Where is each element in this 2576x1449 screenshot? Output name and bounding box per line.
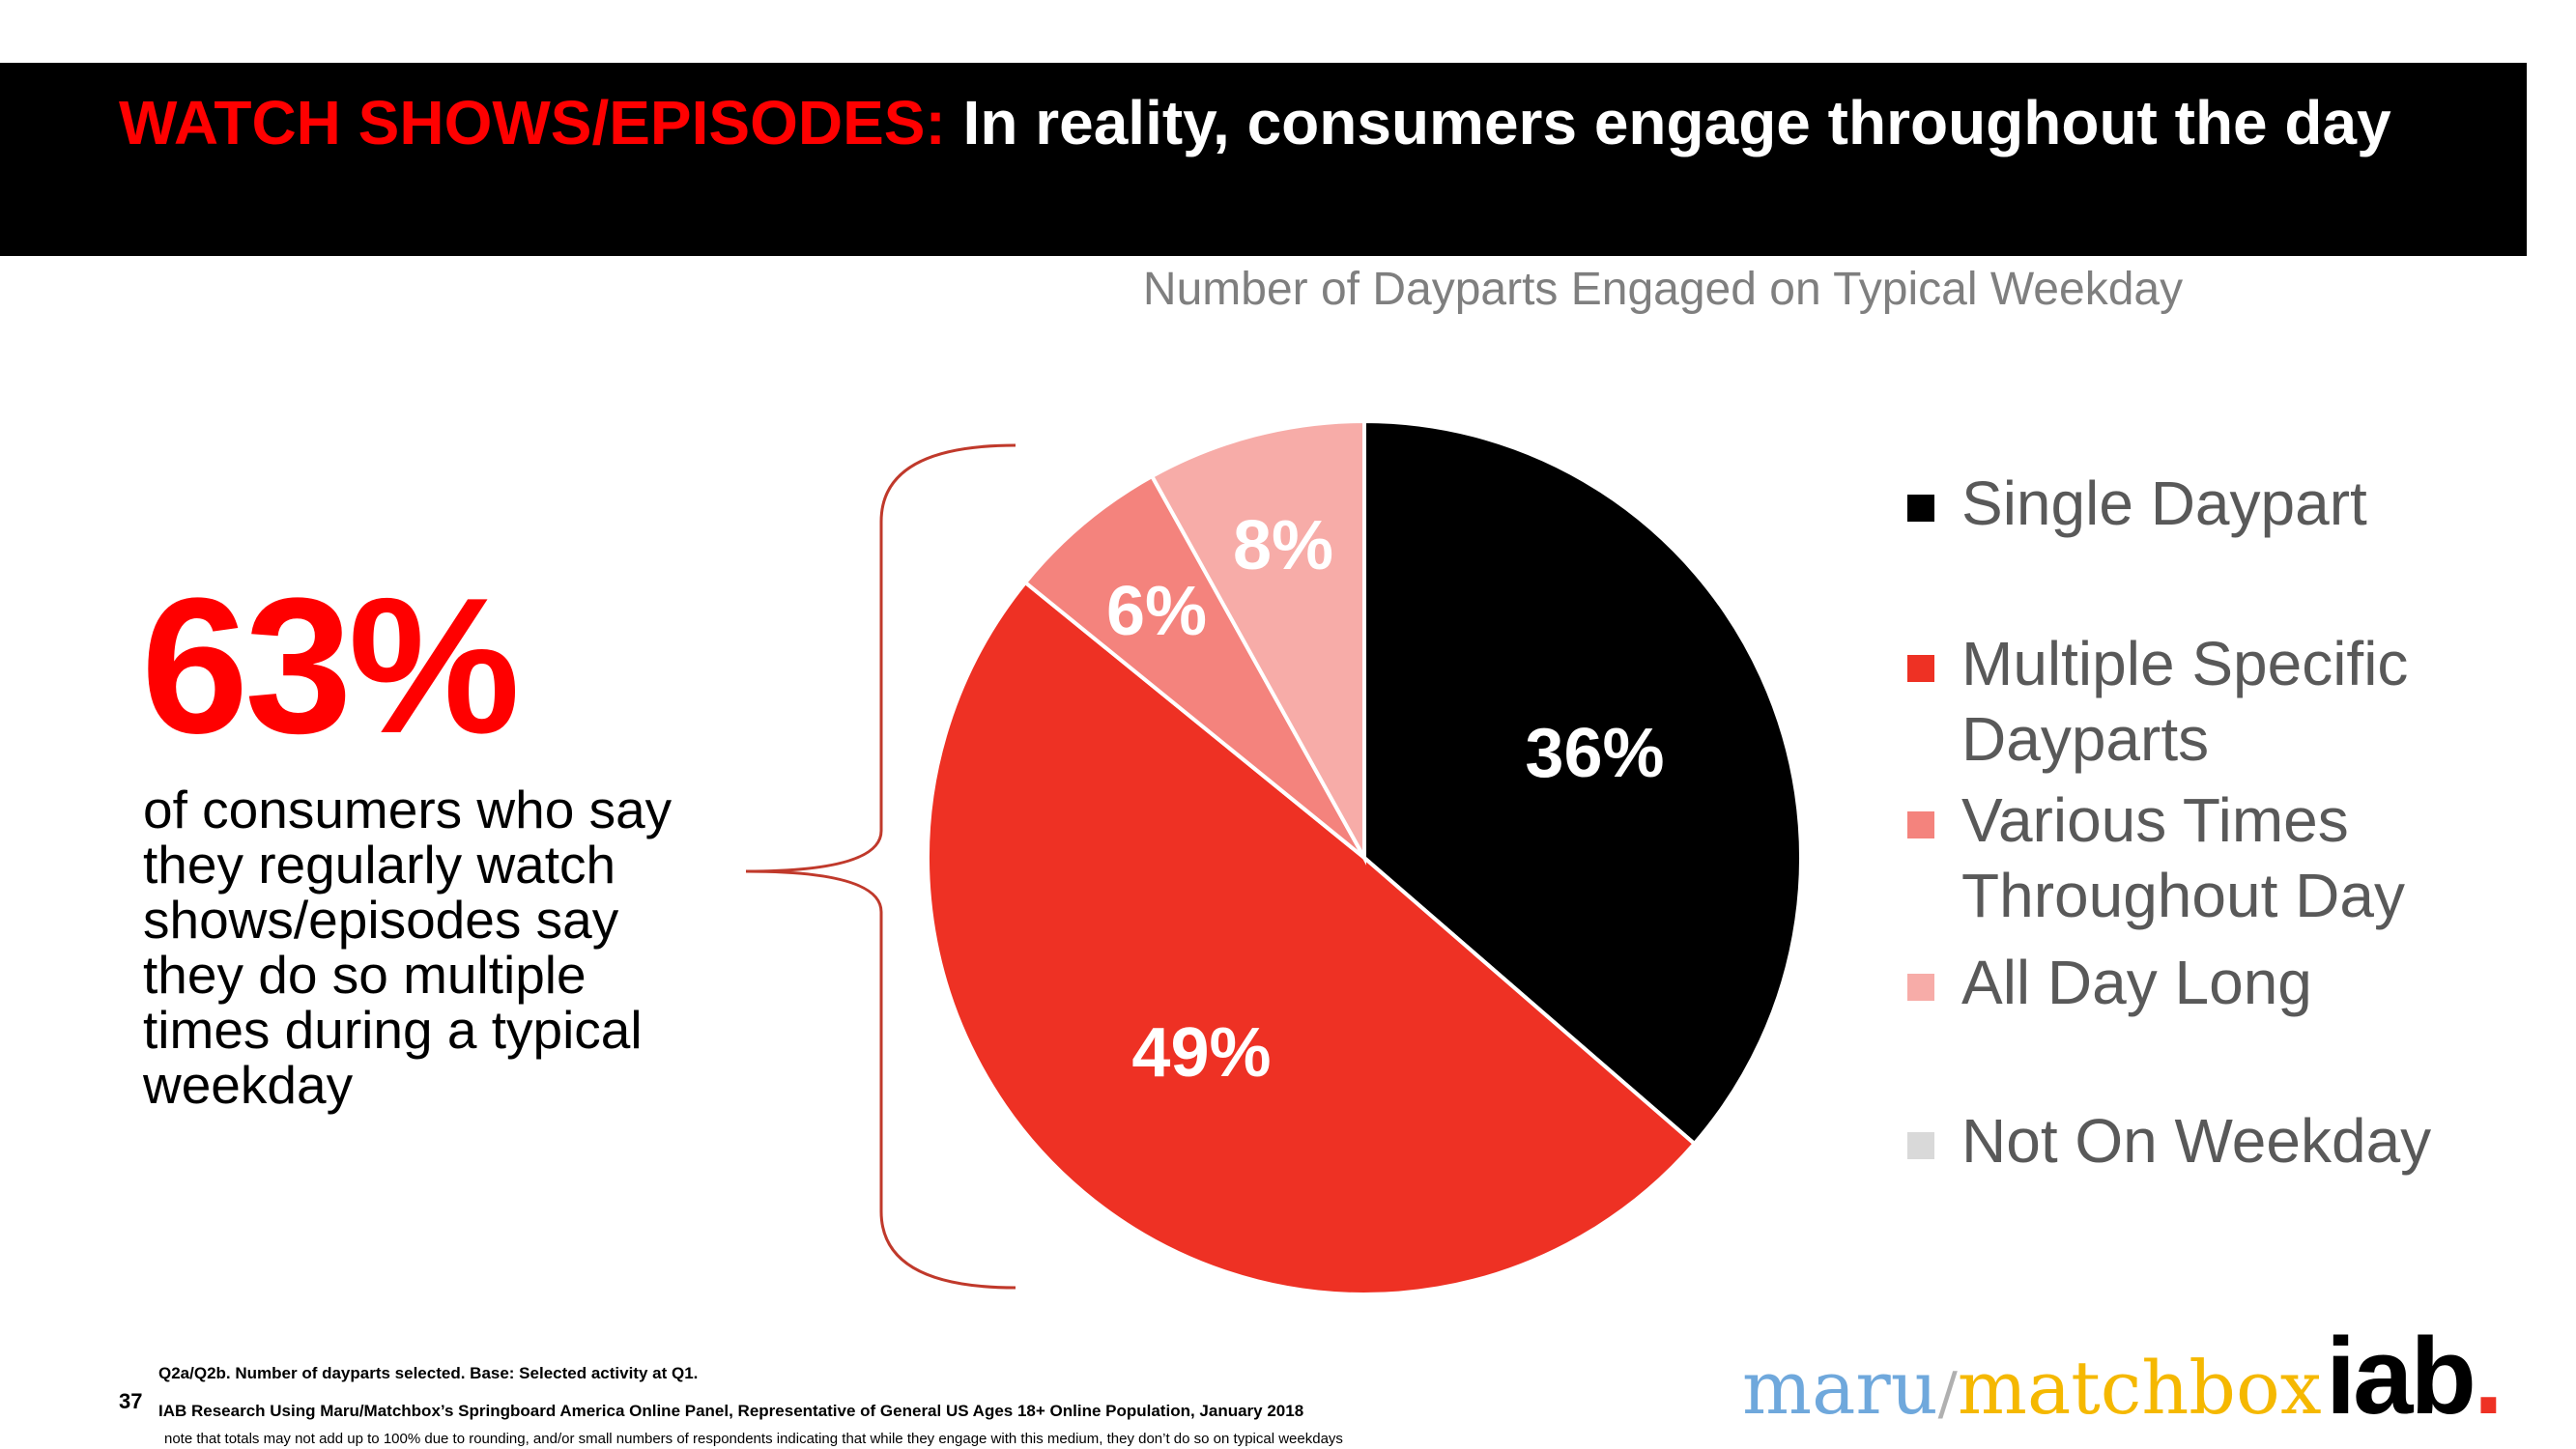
footnote-note: note that totals may not add up to 100% …: [164, 1431, 1343, 1447]
legend-swatch: [1907, 1132, 1934, 1159]
pie-slice-0: [1362, 418, 1803, 1147]
footnote-question: Q2a/Q2b. Number of dayparts selected. Ba…: [158, 1364, 699, 1382]
legend-swatch: [1907, 974, 1934, 1001]
logo-iab-dot: .: [2473, 1316, 2504, 1436]
title-bar: [0, 63, 2527, 256]
pie-slice-3: [1149, 418, 1366, 866]
legend-item-2: Various Times Throughout Day: [1907, 782, 2561, 933]
page-number: 37: [119, 1389, 143, 1413]
legend-swatch: [1907, 655, 1934, 682]
legend-swatch: [1907, 495, 1934, 522]
logo-iab: iab.: [2326, 1316, 2504, 1436]
pie-slice-1: [925, 580, 1698, 1297]
legend-label: All Day Long: [1961, 948, 2312, 1017]
bracket: [745, 443, 1016, 1290]
legend-swatch: [1907, 811, 1934, 838]
logo-maru: maru: [1742, 1345, 1938, 1431]
legend-label: Multiple Specific Dayparts: [1961, 629, 2409, 774]
logo-iab-text: iab: [2326, 1316, 2476, 1436]
legend-label: Not On Weekday: [1961, 1106, 2432, 1176]
logo-matchbox: matchbox: [1957, 1345, 2322, 1431]
data-label-1: 49%: [1131, 1014, 1271, 1092]
data-label-0: 36%: [1525, 715, 1664, 792]
legend-item-0: Single Daypart: [1907, 466, 2561, 541]
pie-slice-2: [1022, 473, 1366, 860]
logo-slash: /: [1937, 1360, 1958, 1428]
stat-description: of consumers who say they regularly watc…: [143, 780, 673, 1115]
maru-matchbox-iab-logo: maru/matchbox iab.: [1742, 1314, 2504, 1436]
footnote-source: IAB Research Using Maru/Matchbox’s Sprin…: [158, 1402, 1304, 1420]
data-label-2: 6%: [1106, 573, 1207, 650]
legend-item-1: Multiple Specific Dayparts: [1907, 626, 2561, 777]
chart-title: Number of Dayparts Engaged on Typical We…: [1142, 264, 2184, 315]
legend-label: Single Daypart: [1961, 469, 2367, 538]
title-highlight: WATCH SHOWS/EPISODES:: [119, 88, 946, 157]
legend-item-4: Not On Weekday: [1907, 1103, 2561, 1179]
slide-title: WATCH SHOWS/EPISODES: In reality, consum…: [119, 89, 2438, 156]
data-label-3: 8%: [1233, 507, 1333, 584]
legend-label: Various Times Throughout Day: [1961, 785, 2405, 930]
big-stat: 63%: [141, 558, 520, 774]
legend-item-3: All Day Long: [1907, 945, 2561, 1020]
title-rest: In reality, consumers engage throughout …: [945, 88, 2391, 157]
